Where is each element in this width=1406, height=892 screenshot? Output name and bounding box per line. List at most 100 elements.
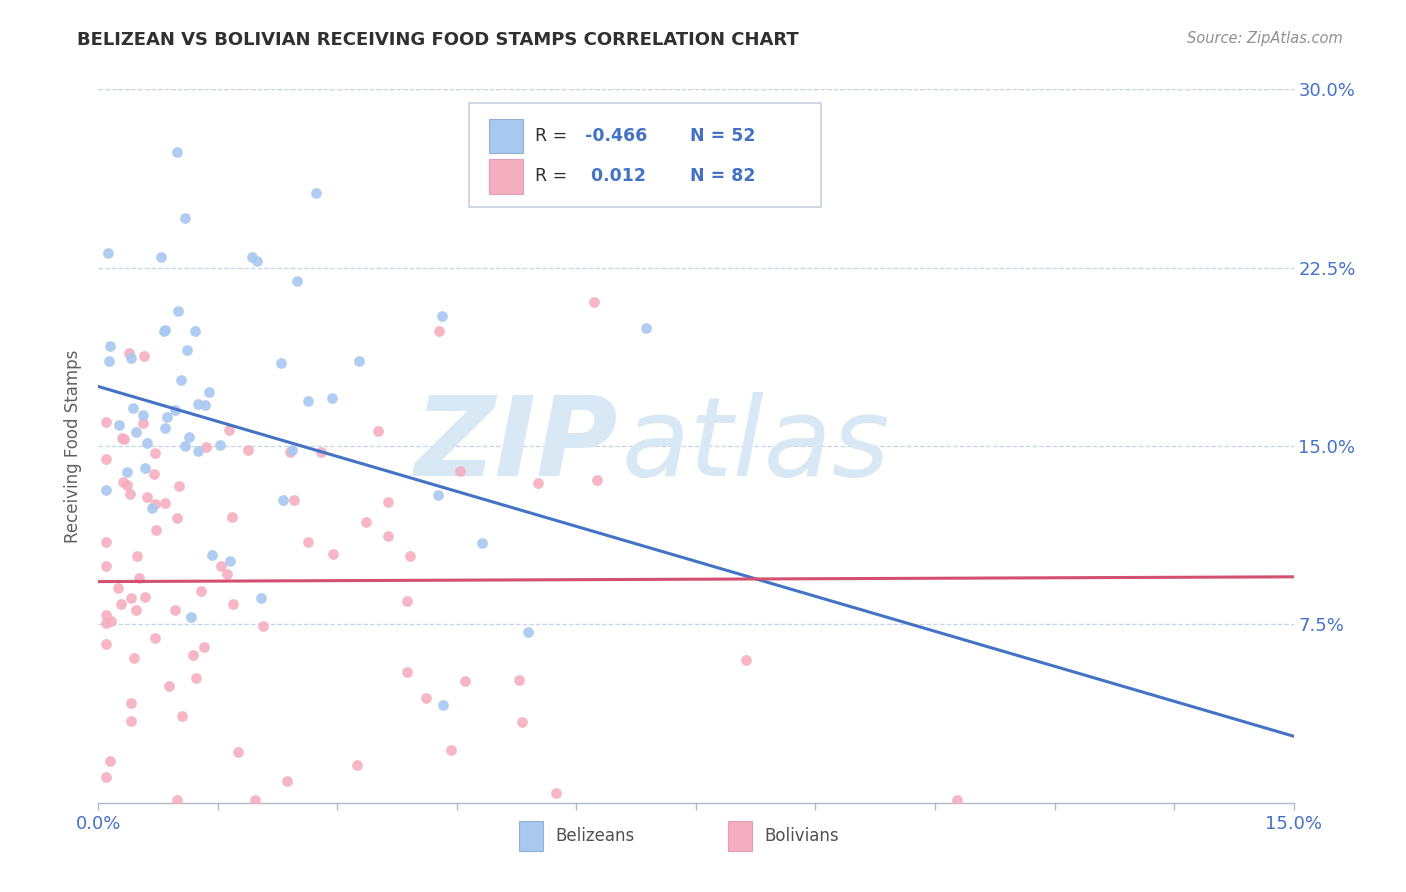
Point — [122, 651, 145, 665]
FancyBboxPatch shape — [489, 160, 523, 194]
Point — [125, 425, 148, 439]
Point — [321, 391, 343, 405]
Point — [281, 442, 304, 457]
Text: Bolivians: Bolivians — [763, 828, 839, 846]
Point — [198, 384, 221, 399]
Point — [176, 343, 198, 357]
Point — [128, 571, 150, 585]
Point — [132, 416, 155, 430]
Point — [166, 793, 188, 807]
Point — [120, 351, 142, 366]
Point — [193, 640, 215, 655]
Text: R =: R = — [534, 127, 572, 145]
Point — [170, 709, 193, 723]
Point — [297, 534, 319, 549]
Point — [96, 615, 118, 630]
Point — [287, 274, 309, 288]
Point — [177, 430, 200, 444]
Point — [634, 321, 657, 335]
Point — [322, 547, 344, 561]
Point — [349, 353, 371, 368]
Point — [132, 408, 155, 422]
Point — [735, 653, 758, 667]
Point — [143, 467, 166, 482]
Point — [111, 431, 134, 445]
Point — [136, 436, 159, 450]
Point — [96, 559, 118, 574]
Text: atlas: atlas — [621, 392, 890, 500]
Point — [252, 618, 274, 632]
Text: -0.466: -0.466 — [585, 127, 647, 145]
Point — [98, 339, 121, 353]
Point — [165, 603, 187, 617]
Point — [226, 745, 249, 759]
Point — [297, 393, 319, 408]
Point — [184, 324, 207, 338]
Point — [217, 566, 239, 581]
Point — [454, 673, 477, 688]
Point — [167, 479, 190, 493]
Point — [396, 665, 419, 680]
Text: ZIP: ZIP — [415, 392, 619, 500]
Text: R =: R = — [534, 168, 572, 186]
Point — [221, 598, 243, 612]
Point — [276, 774, 298, 789]
Point — [135, 491, 157, 505]
Point — [304, 186, 326, 201]
Point — [143, 446, 166, 460]
Text: N = 82: N = 82 — [690, 168, 755, 186]
Point — [96, 770, 118, 784]
Point — [96, 535, 118, 549]
Point — [243, 793, 266, 807]
Point — [354, 516, 377, 530]
Point — [125, 549, 148, 563]
Point — [107, 581, 129, 595]
Point — [98, 354, 121, 368]
Point — [183, 648, 205, 662]
Point — [221, 509, 243, 524]
Point — [157, 679, 180, 693]
Point — [120, 696, 142, 710]
Text: Source: ZipAtlas.com: Source: ZipAtlas.com — [1187, 31, 1343, 46]
Text: Belizeans: Belizeans — [555, 828, 634, 846]
Point — [152, 324, 174, 338]
Point — [187, 397, 209, 411]
Point — [97, 246, 120, 260]
Point — [527, 476, 550, 491]
Point — [115, 465, 138, 479]
Point — [546, 786, 568, 800]
Point — [432, 309, 454, 323]
Point — [96, 451, 118, 466]
Point — [112, 433, 135, 447]
Point — [153, 322, 176, 336]
Point — [96, 483, 118, 498]
Point — [270, 355, 292, 369]
Point — [238, 443, 260, 458]
Point — [219, 554, 242, 568]
Point — [346, 758, 368, 772]
Point — [155, 496, 177, 510]
Point — [449, 464, 471, 478]
FancyBboxPatch shape — [519, 822, 543, 851]
Point — [432, 698, 454, 712]
Point — [163, 403, 186, 417]
Point — [517, 625, 540, 640]
Point — [440, 743, 463, 757]
Point — [110, 597, 132, 611]
Point — [134, 460, 156, 475]
Point — [396, 594, 419, 608]
Point — [96, 608, 118, 623]
Point — [173, 211, 195, 225]
Point — [134, 591, 156, 605]
Point — [118, 346, 141, 360]
Point — [190, 584, 212, 599]
Point — [143, 497, 166, 511]
Point — [170, 373, 193, 387]
Point — [309, 445, 332, 459]
Point — [174, 439, 197, 453]
Point — [108, 417, 131, 432]
Point — [582, 294, 605, 309]
Point — [180, 609, 202, 624]
Point — [218, 423, 240, 437]
Point — [377, 495, 399, 509]
